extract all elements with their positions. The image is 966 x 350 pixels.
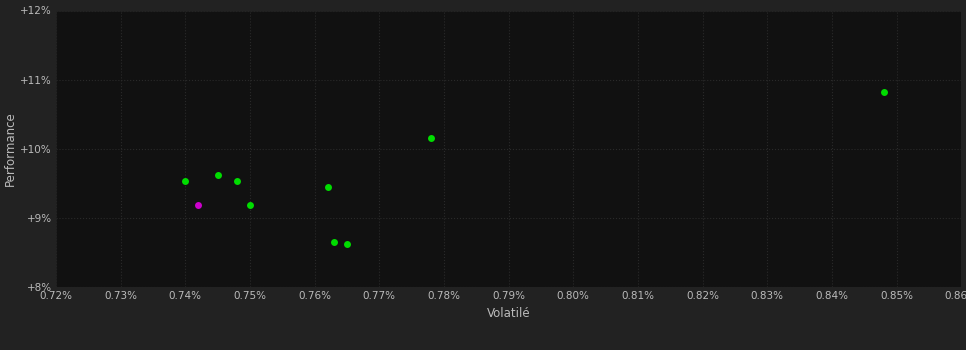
Point [210, 172, 225, 178]
Point [339, 241, 355, 247]
Point [178, 178, 193, 184]
Point [327, 239, 342, 245]
Point [190, 203, 206, 208]
Point [229, 178, 244, 183]
Point [242, 203, 258, 208]
Point [876, 89, 892, 95]
X-axis label: Volatilé: Volatilé [487, 307, 530, 320]
Point [320, 184, 335, 190]
Point [423, 135, 439, 141]
Y-axis label: Performance: Performance [4, 111, 17, 186]
